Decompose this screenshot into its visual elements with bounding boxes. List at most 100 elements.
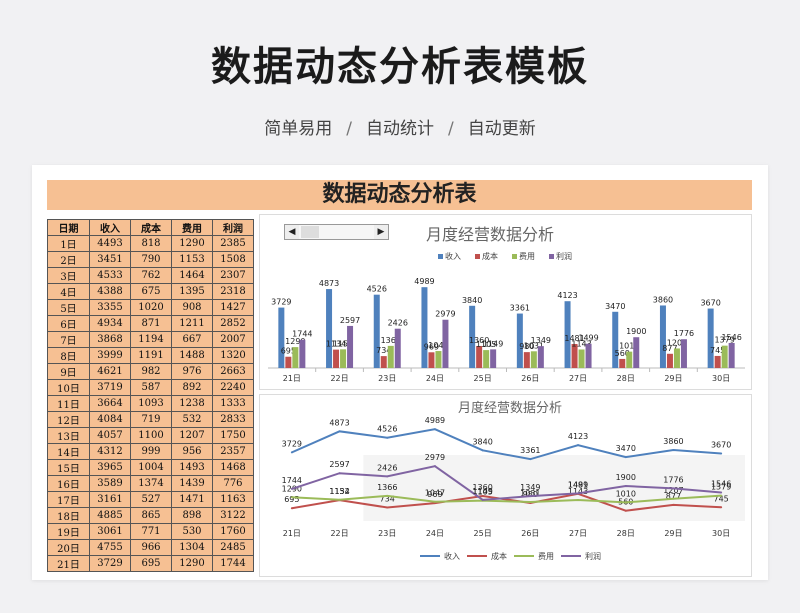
table-cell: 956 [171,443,213,460]
date-scrollbar[interactable]: ◀ ▶ [284,224,389,240]
table-cell: 3161 [89,491,131,508]
table-cell: 771 [130,523,172,540]
data-point [481,494,484,497]
data-label: 1149 [483,339,503,348]
bar [680,339,687,368]
table-cell: 892 [171,379,213,396]
table-row: 19日 3061 771 530 1760 [47,523,254,540]
table-cell: 3355 [89,299,131,316]
data-label: 4526 [367,285,387,294]
data-point [529,495,532,498]
data-point [720,452,723,455]
bar [299,339,306,368]
data-label: 1360 [469,336,489,345]
data-label: 4123 [557,291,577,300]
line-chart-panel: 月度经营数据分析 21日 22日 23日 24日 25日 26日 27日 28日 29日 30日 37… [259,394,752,577]
table-cell: 3868 [89,331,131,348]
data-label: 1290 [285,337,305,346]
table-cell: 2385 [212,235,254,252]
table-cell-date: 13日 [47,427,90,444]
bar [673,348,680,368]
data-label: 695 [281,347,296,356]
data-label: 2426 [388,319,408,328]
table-cell: 908 [171,299,213,316]
data-label: 1499 [568,480,588,489]
data-label: 1047 [428,341,448,350]
table-cell: 667 [171,331,213,348]
data-point [672,503,675,506]
table-row: 12日 4084 719 532 2833 [47,411,254,428]
data-label: 1207 [663,486,683,495]
table-cell: 898 [171,507,213,524]
table-cell: 982 [130,363,172,380]
data-label: 1143 [571,339,591,348]
bar [633,337,640,368]
data-label: 3860 [653,295,673,304]
table-cell-date: 14日 [47,443,90,460]
data-label: 1152 [333,339,353,348]
table-row: 16日 3589 1374 1439 776 [47,475,254,492]
data-label: 1900 [626,327,646,336]
x-tick-label: 25日 [474,374,492,383]
table-row: 8日 3999 1191 1488 1320 [47,347,254,364]
bar [523,352,530,368]
bar [490,349,497,368]
bar [421,287,428,368]
x-tick-label: 26日 [521,374,539,383]
table-cell: 1488 [171,347,213,364]
x-tick-label: 26日 [521,529,539,538]
bar [707,308,714,368]
data-label: 1134 [329,487,349,496]
table-cell: 2240 [212,379,254,396]
data-label: 1152 [329,487,349,496]
table-cell: 532 [171,411,213,428]
table-cell: 4493 [89,235,131,252]
line-chart: 月度经营数据分析 21日 22日 23日 24日 25日 26日 27日 28日 29日 30日 37… [282,400,745,561]
data-label: 1776 [663,475,683,484]
bar [278,307,285,368]
table-row: 11日 3664 1093 1238 1333 [47,395,254,412]
table-cell-date: 19日 [47,523,90,540]
table-cell: 1320 [212,347,254,364]
legend-swatch [475,254,480,259]
table-cell: 4312 [89,443,131,460]
bar [564,301,571,368]
series-line [291,428,722,461]
data-point [624,501,627,504]
table-cell: 3999 [89,347,131,364]
data-point [386,506,389,509]
data-point [529,458,532,461]
sheet-title: 数据动态分析表 [47,180,752,210]
table-cell: 865 [130,507,172,524]
table-cell: 976 [171,363,213,380]
bar [428,352,435,368]
bar [387,345,394,368]
bar [516,313,523,368]
data-label: 3860 [663,437,683,446]
data-label: 1031 [520,489,540,498]
data-label: 2979 [435,310,455,319]
table-row: 13日 4057 1100 1207 1750 [47,427,254,444]
table-row: 15日 3965 1004 1493 1468 [47,459,254,476]
bar [714,355,721,368]
bar [476,345,483,368]
column-header-revenue: 收入 [89,219,131,236]
data-point [290,496,293,499]
table-cell: 3589 [89,475,131,492]
data-label: 695 [284,495,299,504]
data-label: 1366 [377,483,397,492]
table-cell: 4388 [89,283,131,300]
table-cell: 1468 [212,459,254,476]
legend-label: 收入 [445,251,461,261]
scrollbar-thumb[interactable] [301,226,319,238]
table-cell-date: 2日 [47,251,90,268]
x-tick-label: 21日 [283,529,301,538]
page-subtitle: 简单易用 / 自动统计 / 自动更新 [0,114,800,139]
legend-label: 费用 [538,551,554,561]
table-cell: 1304 [171,539,213,556]
table-cell: 675 [130,283,172,300]
data-point [720,494,723,497]
triangle-left-icon[interactable]: ◀ [285,225,299,239]
triangle-right-icon[interactable]: ▶ [374,225,388,239]
data-label: 734 [376,346,391,355]
